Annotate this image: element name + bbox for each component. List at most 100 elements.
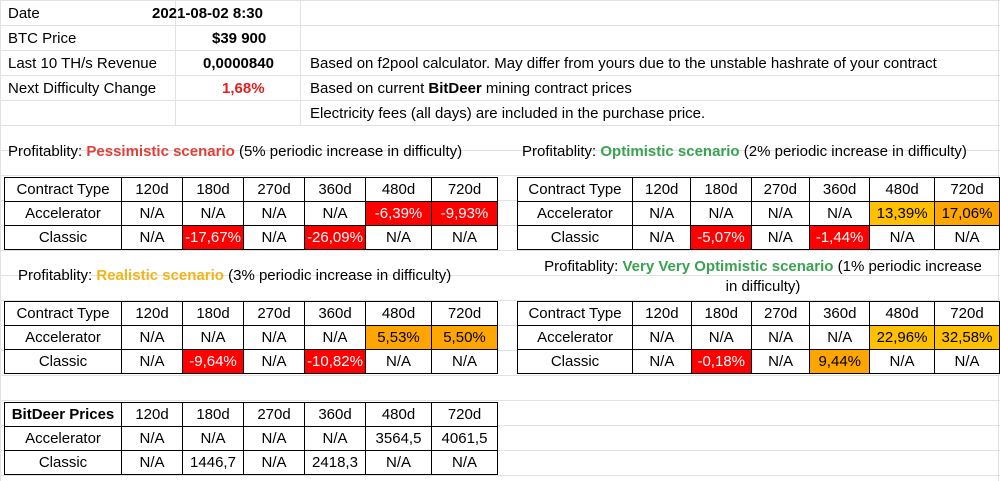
column-header-120d[interactable]: 120d bbox=[121, 402, 183, 427]
table-cell[interactable]: 1446,7 bbox=[182, 450, 244, 475]
table-cell[interactable]: N/A bbox=[431, 225, 498, 250]
table-cell[interactable]: -9,64% bbox=[182, 349, 244, 374]
table-cell[interactable]: N/A bbox=[121, 450, 183, 475]
table-cell[interactable]: N/A bbox=[631, 201, 692, 226]
table-cell[interactable]: N/A bbox=[121, 225, 183, 250]
table-cell[interactable]: N/A bbox=[243, 201, 305, 226]
table-cell[interactable]: N/A bbox=[869, 225, 936, 250]
table-cell[interactable]: N/A bbox=[809, 325, 871, 350]
revenue-value[interactable]: 0,0000840 bbox=[203, 55, 274, 72]
row-label[interactable]: Classic bbox=[516, 349, 634, 374]
table-cell[interactable]: -5,07% bbox=[690, 225, 752, 250]
table-cell[interactable]: -1,44% bbox=[809, 225, 871, 250]
row-label[interactable]: Accelerator bbox=[4, 426, 122, 451]
date-value[interactable]: 2021-08-02 8:30 bbox=[152, 5, 263, 22]
column-header-180d[interactable]: 180d bbox=[690, 301, 752, 326]
table-cell[interactable]: N/A bbox=[121, 325, 183, 350]
table-cell[interactable]: 4061,5 bbox=[431, 426, 498, 451]
table-cell[interactable]: N/A bbox=[934, 225, 1000, 250]
column-header-480d[interactable]: 480d bbox=[365, 177, 432, 202]
table-cell[interactable]: N/A bbox=[304, 201, 366, 226]
table-cell[interactable]: -0,18% bbox=[690, 349, 752, 374]
table-cell[interactable]: -10,82% bbox=[304, 349, 366, 374]
table-cell[interactable]: 3564,5 bbox=[365, 426, 432, 451]
table-cell[interactable]: N/A bbox=[690, 325, 752, 350]
column-header-720d[interactable]: 720d bbox=[431, 402, 498, 427]
table-cell[interactable]: -17,67% bbox=[182, 225, 244, 250]
row-label[interactable]: Accelerator bbox=[4, 325, 122, 350]
row-label[interactable]: Accelerator bbox=[516, 325, 634, 350]
table-cell[interactable]: N/A bbox=[750, 201, 811, 226]
table-cell[interactable]: N/A bbox=[243, 450, 305, 475]
row-label[interactable]: Classic bbox=[4, 225, 122, 250]
column-header-180d[interactable]: 180d bbox=[690, 177, 752, 202]
table-cell[interactable]: N/A bbox=[365, 349, 432, 374]
difficulty-value[interactable]: 1,68% bbox=[222, 80, 265, 97]
table-cell[interactable]: N/A bbox=[121, 349, 183, 374]
column-header-120d[interactable]: 120d bbox=[632, 301, 692, 326]
column-header-720d[interactable]: 720d bbox=[431, 301, 498, 326]
table-cell[interactable]: N/A bbox=[243, 349, 305, 374]
table-cell[interactable]: N/A bbox=[365, 225, 432, 250]
row-label[interactable]: Accelerator bbox=[517, 201, 633, 226]
table-cell[interactable]: N/A bbox=[304, 426, 366, 451]
column-header-720d[interactable]: 720d bbox=[431, 177, 498, 202]
table-cell[interactable]: 13,39% bbox=[869, 201, 936, 226]
table-cell[interactable]: N/A bbox=[869, 349, 935, 374]
table-cell[interactable]: N/A bbox=[243, 325, 305, 350]
row-label[interactable]: Accelerator bbox=[4, 201, 122, 226]
column-header-270d[interactable]: 270d bbox=[243, 177, 305, 202]
table-cell[interactable]: N/A bbox=[304, 325, 366, 350]
column-header-480d[interactable]: 480d bbox=[365, 301, 432, 326]
column-header-480d[interactable]: 480d bbox=[869, 301, 935, 326]
table-cell[interactable]: N/A bbox=[121, 201, 183, 226]
note-prices[interactable]: Based on current BitDeer mining contract… bbox=[310, 77, 632, 101]
column-header-720d[interactable]: 720d bbox=[933, 301, 1000, 326]
table-cell[interactable]: N/A bbox=[182, 426, 244, 451]
table-cell[interactable]: 22,96% bbox=[869, 325, 935, 350]
btc-price-value[interactable]: $39 900 bbox=[212, 30, 267, 47]
table-cell[interactable]: N/A bbox=[632, 325, 692, 350]
column-header-360d[interactable]: 360d bbox=[304, 177, 366, 202]
column-header-480d[interactable]: 480d bbox=[365, 402, 432, 427]
date-label[interactable]: Date bbox=[8, 5, 40, 22]
table-cell[interactable]: -9,93% bbox=[431, 201, 498, 226]
table-cell[interactable]: N/A bbox=[632, 349, 692, 374]
table-cell[interactable]: 9,44% bbox=[809, 349, 871, 374]
row-label[interactable]: Classic bbox=[517, 225, 633, 250]
table-cell[interactable]: N/A bbox=[933, 349, 1000, 374]
table-cell[interactable]: 17,06% bbox=[934, 201, 1000, 226]
column-header-type[interactable]: Contract Type bbox=[516, 301, 634, 326]
column-header-180d[interactable]: 180d bbox=[182, 177, 244, 202]
column-header-360d[interactable]: 360d bbox=[304, 301, 366, 326]
row-label[interactable]: Classic bbox=[4, 450, 122, 475]
column-header-360d[interactable]: 360d bbox=[809, 301, 871, 326]
column-header-type[interactable]: BitDeer Prices bbox=[4, 402, 122, 427]
column-header-270d[interactable]: 270d bbox=[243, 301, 305, 326]
column-header-120d[interactable]: 120d bbox=[121, 177, 183, 202]
table-cell[interactable]: N/A bbox=[182, 325, 244, 350]
column-header-270d[interactable]: 270d bbox=[750, 177, 811, 202]
table-cell[interactable]: 5,53% bbox=[365, 325, 432, 350]
column-header-720d[interactable]: 720d bbox=[934, 177, 1000, 202]
column-header-120d[interactable]: 120d bbox=[631, 177, 692, 202]
column-header-180d[interactable]: 180d bbox=[182, 402, 244, 427]
difficulty-label[interactable]: Next Difficulty Change bbox=[8, 80, 157, 97]
table-cell[interactable]: 32,58% bbox=[933, 325, 1000, 350]
table-cell[interactable]: N/A bbox=[750, 225, 811, 250]
table-cell[interactable]: -6,39% bbox=[365, 201, 432, 226]
row-label[interactable]: Classic bbox=[4, 349, 122, 374]
table-cell[interactable]: N/A bbox=[182, 201, 244, 226]
column-header-480d[interactable]: 480d bbox=[869, 177, 936, 202]
column-header-270d[interactable]: 270d bbox=[750, 301, 811, 326]
column-header-120d[interactable]: 120d bbox=[121, 301, 183, 326]
note-electricity[interactable]: Electricity fees (all days) are included… bbox=[310, 105, 706, 122]
table-cell[interactable]: N/A bbox=[121, 426, 183, 451]
table-cell[interactable]: N/A bbox=[750, 349, 811, 374]
btc-price-label[interactable]: BTC Price bbox=[8, 30, 77, 47]
table-cell[interactable]: 5,50% bbox=[431, 325, 498, 350]
table-cell[interactable]: N/A bbox=[809, 201, 871, 226]
table-cell[interactable]: N/A bbox=[690, 201, 752, 226]
table-cell[interactable]: 2418,3 bbox=[304, 450, 366, 475]
column-header-360d[interactable]: 360d bbox=[809, 177, 871, 202]
